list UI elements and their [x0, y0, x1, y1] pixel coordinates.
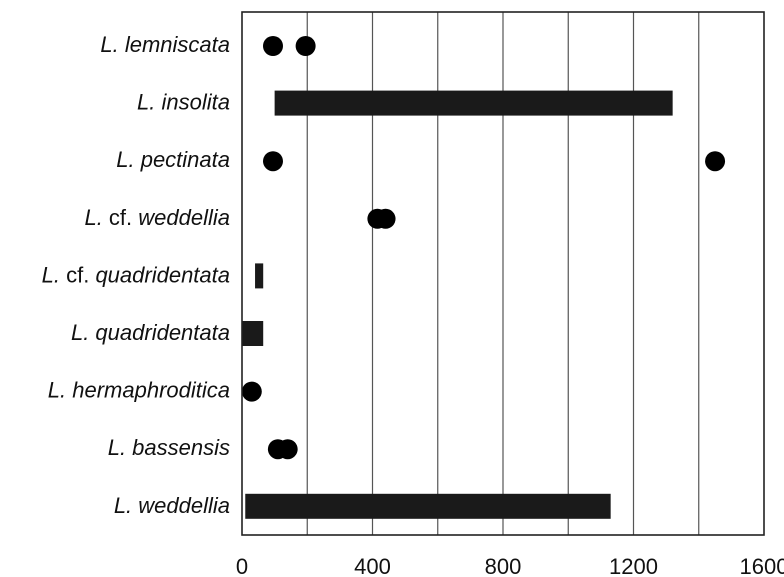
- data-point: [262, 151, 283, 172]
- data-point: [705, 151, 726, 172]
- range-bar: [245, 493, 611, 519]
- category-label: L. insolita: [137, 90, 230, 115]
- grid-lines: [306, 12, 700, 535]
- data-point: [262, 36, 283, 56]
- category-label: L. cf. quadridentata: [42, 262, 230, 287]
- category-label: L. weddellia: [114, 493, 230, 518]
- x-tick-label: 1200: [609, 554, 658, 577]
- data-point: [295, 36, 316, 56]
- range-bar: [255, 263, 264, 289]
- category-label: L. hermaphroditica: [48, 378, 230, 403]
- x-tick-label: 1600: [740, 554, 784, 577]
- plot-frame: [241, 11, 765, 536]
- data-point: [375, 208, 396, 229]
- x-tick-label: 800: [485, 554, 522, 577]
- category-label: L. cf. weddellia: [84, 205, 230, 230]
- category-label: L. lemniscata: [100, 32, 230, 57]
- category-label: L. pectinata: [116, 147, 230, 172]
- category-label: L. bassensis: [108, 435, 230, 460]
- points: [241, 36, 726, 460]
- range-bar: [274, 90, 673, 116]
- data-point: [241, 381, 262, 402]
- range-bar: [242, 321, 264, 346]
- x-tick-labels: 0 400 800 1200 1600: [236, 554, 784, 577]
- bars: [242, 90, 673, 519]
- data-point: [277, 439, 298, 460]
- category-label: L. quadridentata: [71, 320, 230, 345]
- x-tick-label: 0: [236, 554, 248, 577]
- category-labels: L. lemniscata L. insolita L. pectinata L. c…: [42, 32, 230, 518]
- x-tick-label: 400: [354, 554, 391, 577]
